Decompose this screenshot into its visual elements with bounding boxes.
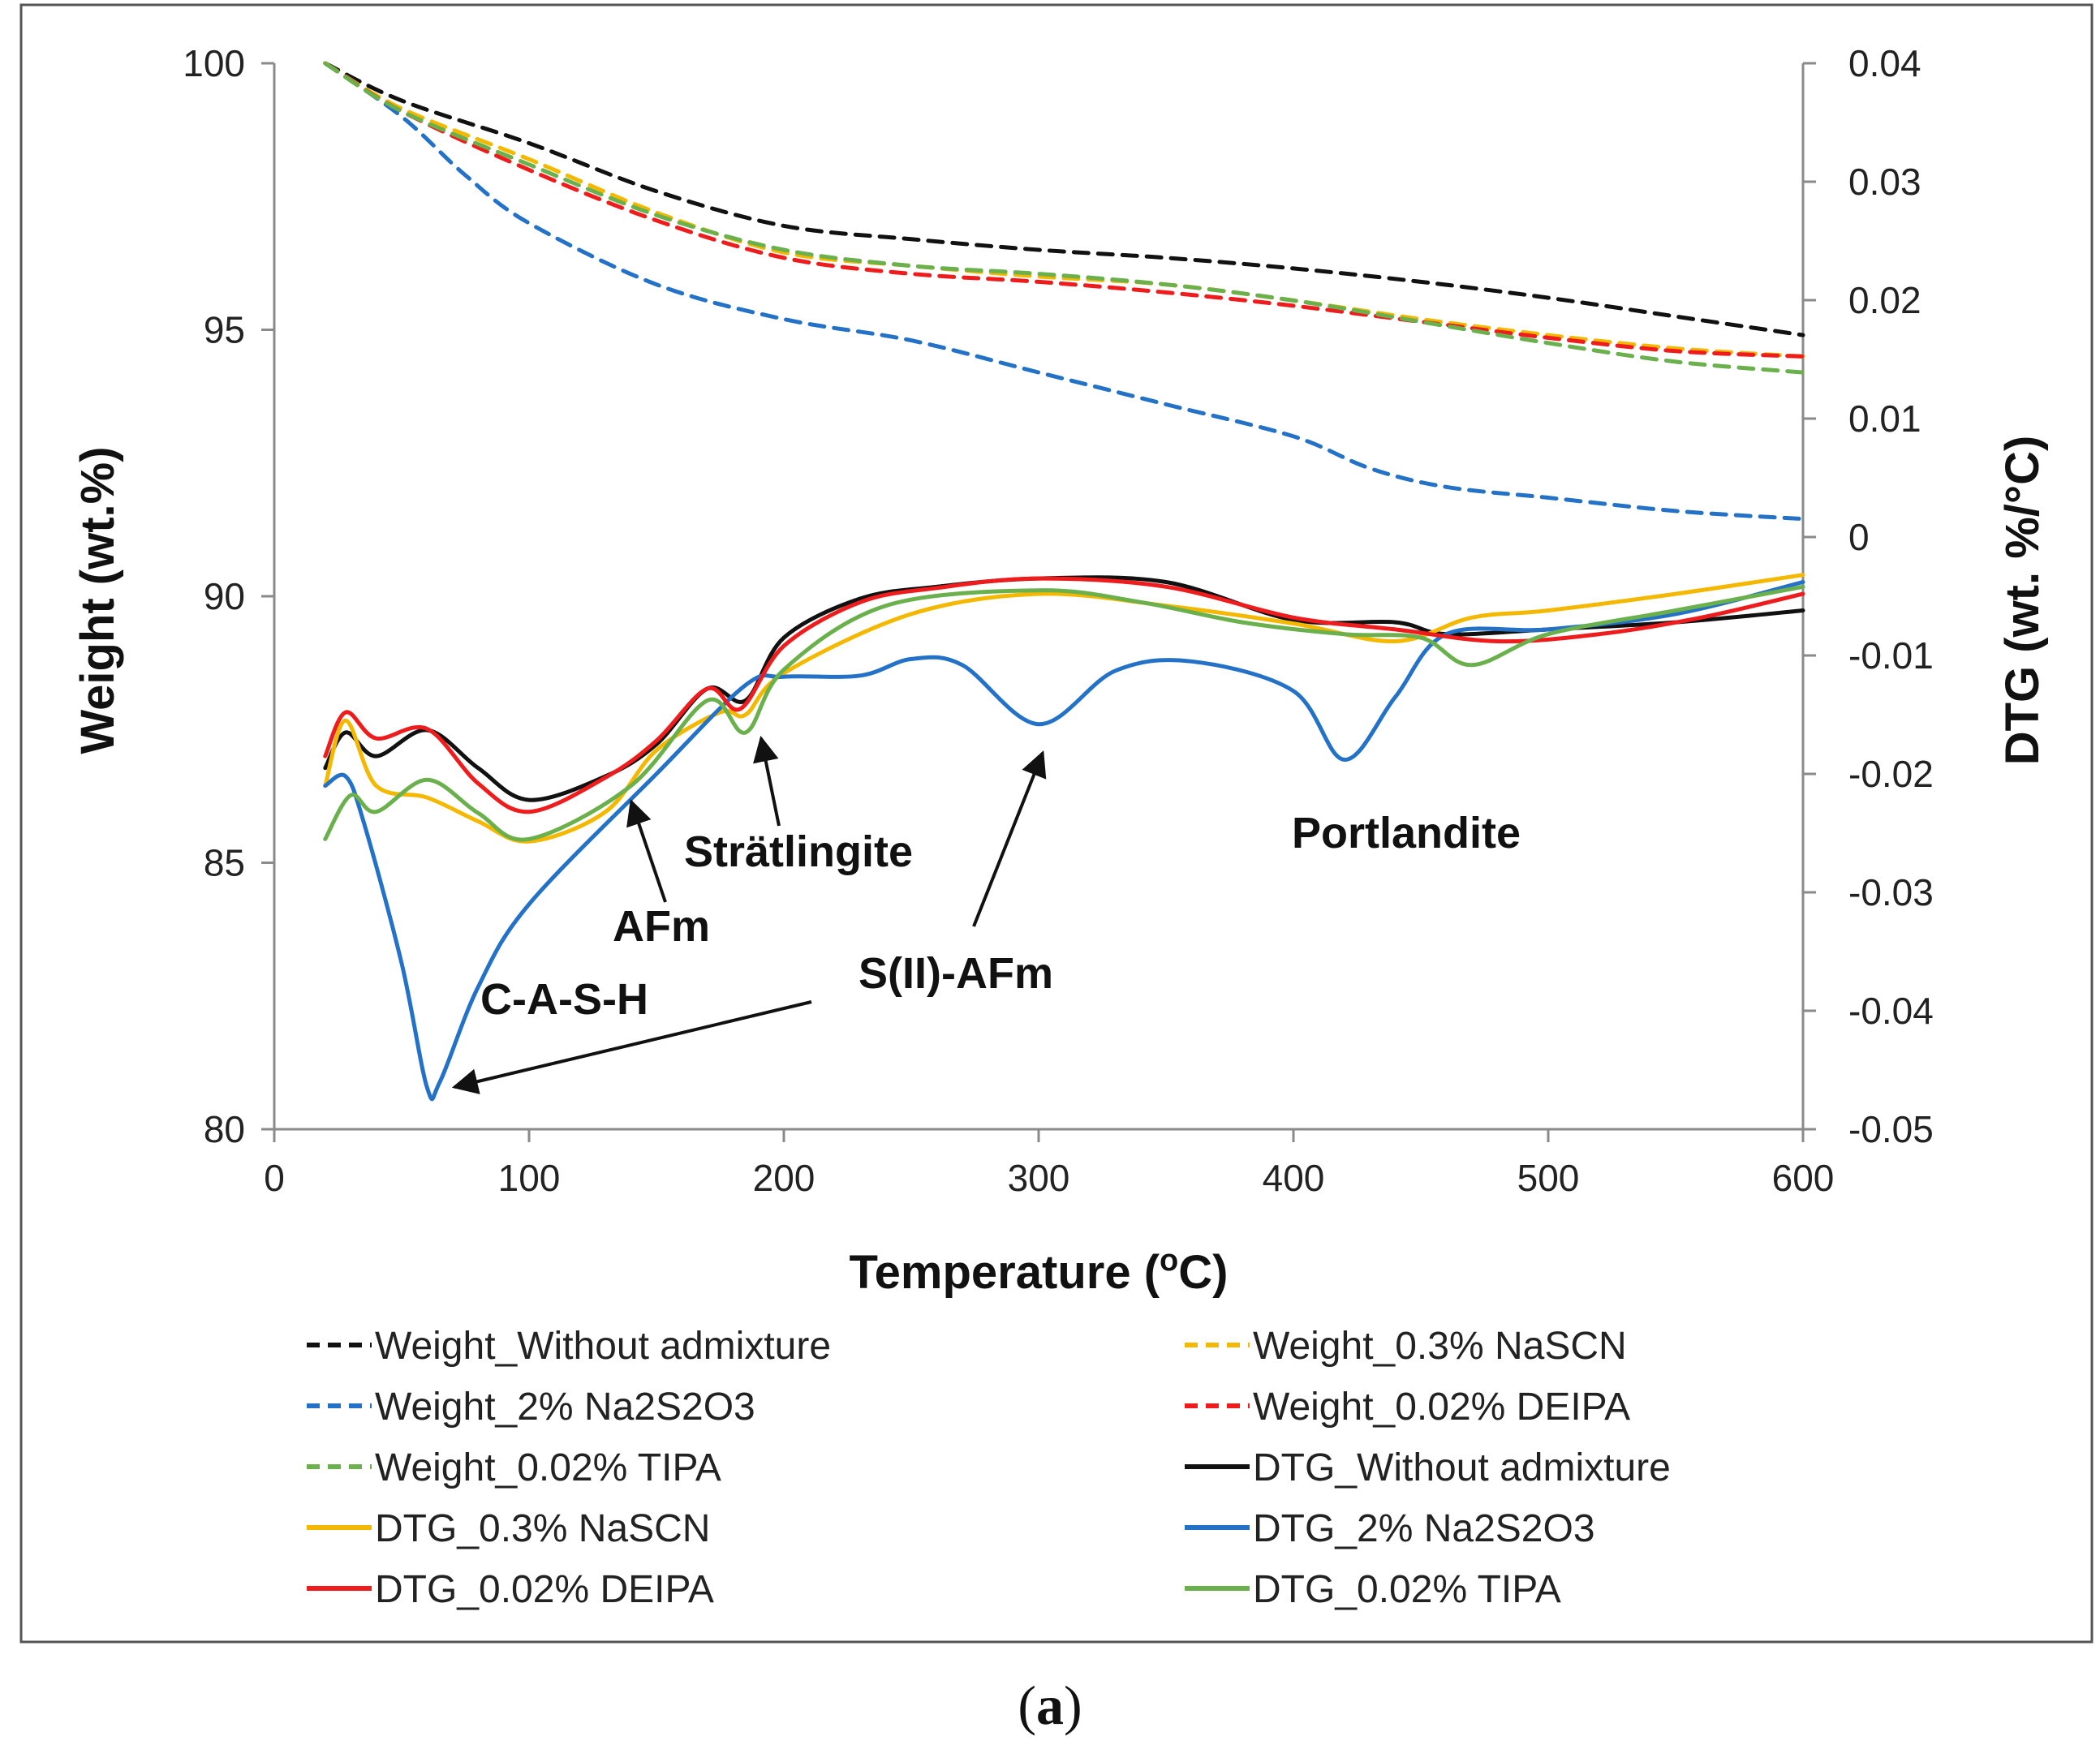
y-right-tick-label: -0.04: [1848, 990, 1934, 1032]
annotation-c-a-s-h: C-A-S-H: [480, 975, 648, 1024]
series-line-dtg-0-02-deipa: [323, 576, 1805, 814]
series-line-dtg-2-na2s2o3: [323, 580, 1805, 1102]
legend-label: Weight_0.02% DEIPA: [1253, 1386, 1630, 1429]
x-tick-label: 500: [1517, 1157, 1580, 1199]
tick-labels: 0 100 200 300 400 500 600 80 85 90 95 100 0.04 0.03 0.…: [183, 42, 1934, 1199]
arrow-s-ii-afm-upper: [972, 750, 1047, 927]
x-tick-label: 600: [1772, 1157, 1835, 1199]
x-tick-label: 100: [498, 1157, 561, 1199]
legend-entry: DTG_2% Na2S2O3: [1185, 1507, 1595, 1550]
legend-entry: DTG_0.02% DEIPA: [307, 1568, 714, 1611]
annotation-stratlingite: Strätlingite: [684, 827, 913, 876]
legend-entry: Weight_0.3% NaSCN: [1185, 1325, 1627, 1368]
legend-label: DTG_Without admixture: [1253, 1446, 1671, 1489]
series-line-weight-0-02-deipa: [323, 61, 1805, 359]
x-tick-label: 300: [1008, 1157, 1070, 1199]
y-right-tick-label: -0.01: [1848, 634, 1934, 677]
y-right-tick-label: 0.02: [1848, 279, 1921, 321]
x-tick-label: 0: [264, 1157, 285, 1199]
series-line-weight-without-admixture: [323, 61, 1805, 337]
legend-entry: Weight_0.02% TIPA: [307, 1446, 721, 1489]
y-left-tick-label: 85: [204, 842, 245, 884]
y-right-tick-label: -0.03: [1848, 871, 1934, 913]
y-right-axis-title: DTG (wt. %/°C): [1996, 436, 2049, 766]
annotation-s-ii-afm: S(II)-AFm: [859, 949, 1053, 998]
y-right-tick-label: 0.03: [1848, 161, 1921, 203]
legend-entry: DTG_Without admixture: [1185, 1446, 1671, 1489]
legend-label: Weight_2% Na2S2O3: [375, 1386, 755, 1429]
legend: Weight_Without admixture Weight_0.3% NaSC…: [307, 1325, 1671, 1611]
y-right-tick-label: 0: [1848, 516, 1870, 558]
legend-label: DTG_0.02% TIPA: [1253, 1568, 1561, 1611]
legend-label: DTG_0.02% DEIPA: [375, 1568, 714, 1611]
y-right-tick-label: -0.02: [1848, 753, 1934, 795]
series-line-dtg-0-02-tipa: [323, 584, 1805, 842]
legend-entry: Weight_2% Na2S2O3: [307, 1386, 755, 1429]
y-right-tick-label: 0.04: [1848, 42, 1921, 84]
x-axis-title-main: Temperature (: [850, 1246, 1160, 1299]
legend-entry: DTG_0.3% NaSCN: [307, 1507, 710, 1550]
y-right-tick-label: -0.05: [1848, 1108, 1934, 1150]
figure-frame: [19, 3, 2094, 1644]
series-line-dtg-without-admixture: [323, 575, 1805, 802]
legend-label: DTG_0.3% NaSCN: [375, 1507, 710, 1550]
legend-entry: Weight_0.02% DEIPA: [1185, 1386, 1630, 1429]
series-line-weight-0-02-tipa: [323, 61, 1805, 375]
x-axis-title-end: C): [1178, 1246, 1228, 1299]
legend-label: Weight_0.3% NaSCN: [1253, 1325, 1627, 1368]
arrow-stratlingite: [753, 735, 781, 827]
figure-caption-letter: a: [1036, 1674, 1064, 1736]
figure-caption: (a): [1018, 1674, 1082, 1736]
y-left-axis-title: Weight (wt.%): [71, 446, 124, 754]
y-left-tick-label: 95: [204, 309, 245, 351]
figure-caption-close: ): [1064, 1674, 1082, 1736]
y-left-tick-label: 90: [204, 575, 245, 617]
y-left-tick-label: 80: [204, 1108, 245, 1150]
figure-caption-open: (: [1018, 1674, 1036, 1736]
x-axis-title: Temperature (oC): [850, 1244, 1229, 1299]
legend-entry: Weight_Without admixture: [307, 1325, 831, 1368]
x-tick-label: 200: [753, 1157, 815, 1199]
series-line-dtg-0-3-nascn: [323, 573, 1805, 844]
y-right-tick-label: 0.01: [1848, 398, 1921, 440]
series-line-weight-2-na2s2o3: [323, 61, 1805, 522]
annotation-afm: AFm: [613, 902, 710, 951]
axes-layer: [261, 62, 1816, 1142]
legend-label: Weight_Without admixture: [375, 1325, 831, 1368]
legend-label: Weight_0.02% TIPA: [375, 1446, 721, 1489]
y-left-tick-label: 100: [183, 42, 245, 84]
arrow-afm: [626, 798, 667, 903]
arrow-s-ii-afm-lower: [451, 1000, 812, 1094]
x-axis-title-sup: o: [1160, 1244, 1178, 1278]
series-line-weight-0-3-nascn: [323, 61, 1805, 359]
legend-label: DTG_2% Na2S2O3: [1253, 1507, 1595, 1550]
legend-entry: DTG_0.02% TIPA: [1185, 1568, 1561, 1611]
series-layer: [323, 61, 1805, 1102]
x-tick-label: 400: [1263, 1157, 1325, 1199]
annotation-portlandite: Portlandite: [1292, 809, 1521, 857]
annotations: C-A-S-H AFm Strätlingite S(II)-AFm Portl…: [451, 735, 1521, 1094]
